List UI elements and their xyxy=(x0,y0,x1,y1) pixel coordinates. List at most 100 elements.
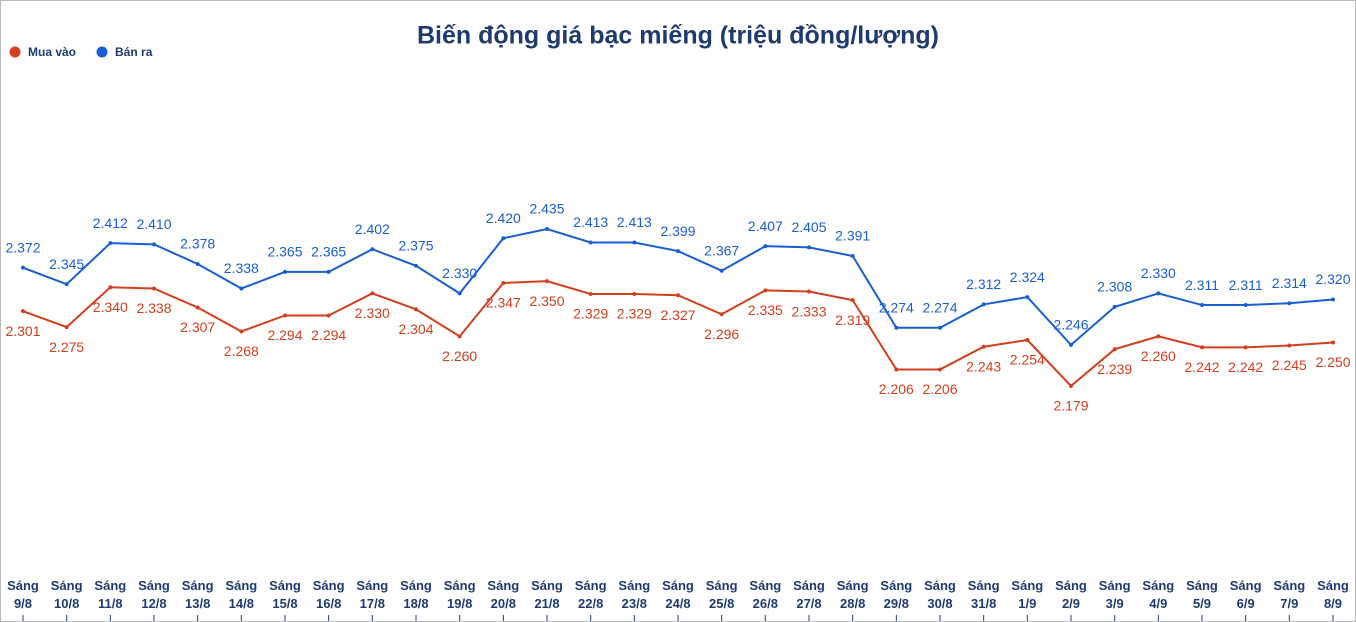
point xyxy=(108,241,113,246)
x-tick-label: Sáng 8/9 xyxy=(1317,578,1349,611)
point xyxy=(763,288,768,293)
point xyxy=(501,280,506,285)
point xyxy=(1069,384,1073,388)
x-tick-label: Sáng 21/8 xyxy=(531,578,563,611)
data-label: 2.405 xyxy=(791,219,826,235)
data-label: 2.260 xyxy=(1141,348,1176,364)
point xyxy=(21,309,25,314)
x-tick-label: Sáng 27/8 xyxy=(793,578,825,611)
x-tick-label: Sáng 5/9 xyxy=(1186,578,1218,611)
point xyxy=(807,245,811,250)
data-label: 2.378 xyxy=(180,236,215,252)
data-label: 2.338 xyxy=(224,260,259,276)
x-tick-label: Sáng 11/8 xyxy=(94,578,127,611)
data-label: 2.435 xyxy=(529,201,564,217)
x-tick-label: Sáng 14/8 xyxy=(225,578,258,611)
point xyxy=(850,298,855,303)
chart-title: Biến động giá bạc miếng (triệu đồng/lượn… xyxy=(417,22,939,50)
data-label: 2.245 xyxy=(1272,357,1307,373)
data-label: 2.311 xyxy=(1229,277,1263,293)
data-label: 2.246 xyxy=(1053,317,1088,333)
data-label: 2.410 xyxy=(136,216,171,232)
data-label: 2.327 xyxy=(660,307,695,323)
point xyxy=(21,265,25,270)
data-label: 2.420 xyxy=(486,210,521,226)
x-tick-label: Sáng 7/9 xyxy=(1273,578,1306,611)
x-tick-label: Sáng 22/8 xyxy=(574,578,607,611)
x-tick-label: Sáng 29/8 xyxy=(880,578,913,611)
point xyxy=(326,313,331,318)
point xyxy=(981,302,986,307)
data-label: 2.250 xyxy=(1315,354,1350,370)
x-tick-label: Sáng 26/8 xyxy=(749,578,782,611)
x-tick-label: Sáng 31/8 xyxy=(967,578,1000,611)
data-label: 2.242 xyxy=(1228,359,1263,375)
data-label: 2.375 xyxy=(398,238,433,254)
data-label: 2.330 xyxy=(442,265,477,281)
point xyxy=(457,334,462,339)
point xyxy=(1200,303,1204,308)
data-label: 2.206 xyxy=(879,381,914,397)
x-tick-label: Sáng 17/8 xyxy=(356,578,389,611)
point xyxy=(1112,304,1117,309)
point xyxy=(763,244,768,249)
point xyxy=(414,263,418,268)
point xyxy=(1112,347,1117,352)
data-label: 2.274 xyxy=(879,299,914,315)
x-tick-label: Sáng 19/8 xyxy=(443,578,476,611)
x-tick-label: Sáng 6/9 xyxy=(1229,578,1262,611)
point xyxy=(807,289,811,294)
point xyxy=(850,253,855,258)
point xyxy=(545,279,549,284)
x-tick-label: Sáng 10/8 xyxy=(50,578,83,611)
legend-marker xyxy=(96,46,108,58)
data-label: 2.340 xyxy=(93,299,128,315)
data-label: 2.324 xyxy=(1010,269,1045,285)
data-label: 2.206 xyxy=(922,381,957,397)
data-label: 2.260 xyxy=(442,348,477,364)
x-tick-label: Sáng 16/8 xyxy=(312,578,345,611)
data-label: 2.243 xyxy=(966,358,1001,374)
data-label: 2.413 xyxy=(617,214,652,230)
data-label: 2.254 xyxy=(1010,352,1045,368)
x-tick-label: Sáng 28/8 xyxy=(836,578,869,611)
data-label: 2.335 xyxy=(748,302,783,318)
point xyxy=(588,240,593,245)
point xyxy=(1331,340,1335,345)
data-label: 2.347 xyxy=(486,295,521,311)
point xyxy=(1243,345,1248,350)
data-label: 2.329 xyxy=(573,306,608,322)
point xyxy=(938,325,942,330)
point xyxy=(326,269,331,274)
point xyxy=(239,329,244,334)
point xyxy=(1069,342,1073,347)
data-label: 2.365 xyxy=(311,244,346,260)
point xyxy=(1243,303,1248,308)
point xyxy=(501,236,506,241)
x-tick-label: Sáng 20/8 xyxy=(487,578,520,611)
x-tick-label: Sáng 24/8 xyxy=(662,578,694,611)
point xyxy=(370,291,375,296)
data-label: 2.402 xyxy=(355,221,390,237)
legend-label: Mua vào xyxy=(28,45,76,59)
data-label: 2.296 xyxy=(704,326,739,342)
data-label: 2.308 xyxy=(1097,279,1132,295)
data-label: 2.413 xyxy=(573,214,608,230)
data-label: 2.304 xyxy=(398,321,433,337)
point xyxy=(894,325,899,330)
x-tick-label: Sáng 15/8 xyxy=(269,578,301,611)
point xyxy=(981,344,986,349)
data-label: 2.311 xyxy=(1185,277,1219,293)
data-label: 2.320 xyxy=(1315,271,1350,287)
data-label: 2.239 xyxy=(1097,361,1132,377)
data-label: 2.330 xyxy=(1141,265,1176,281)
data-label: 2.372 xyxy=(5,239,40,255)
data-label: 2.275 xyxy=(49,339,84,355)
data-label: 2.314 xyxy=(1272,275,1307,291)
point xyxy=(938,367,942,372)
data-label: 2.338 xyxy=(136,300,171,316)
data-label: 2.294 xyxy=(267,327,302,343)
data-label: 2.391 xyxy=(835,228,870,244)
